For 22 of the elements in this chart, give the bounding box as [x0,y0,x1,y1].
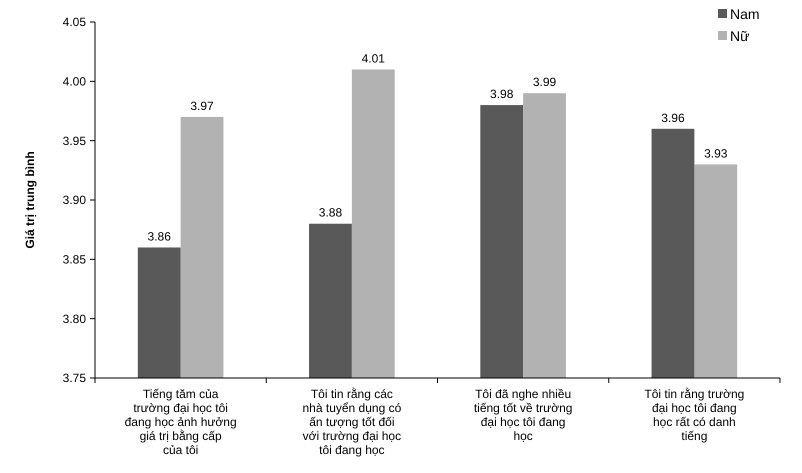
y-tick-label: 3.80 [62,312,86,326]
data-label: 3.88 [318,206,342,220]
data-label: 3.86 [148,229,172,244]
legend-label: Nữ [730,28,750,44]
x-tick-label: Tôi tin rằng các nhà tuyển dụng có ấn tượng tốt đối với trường đại học tôi đang học [302,387,402,457]
y-axis-title: Giá trị trung bình [23,151,37,249]
data-label: 4.01 [362,51,386,66]
data-label: 3.99 [532,75,557,90]
y-tick-label: 4.05 [62,15,86,30]
x-tick-label: Tiếng tăm của trường đại học tôi đang học ảnh hưởng giá trị bằng cấp của tôi [124,387,237,457]
y-tick-label: 3.75 [62,371,86,386]
x-tick-label: Tôi đã nghe nhiều tiếng tốt về trường đại học tôi đang học [474,387,572,443]
y-tick-label: 3.90 [62,193,86,208]
y-tick-label: 3.85 [62,252,86,267]
data-label: 3.97 [190,98,214,113]
x-tick-label: Tôi tin rằng trường đại học tôi đang học rất có danh tiếng [644,387,744,443]
data-label: 3.96 [661,110,685,125]
y-tick-label: 4.00 [62,74,86,89]
legend-label: Nam [730,6,760,22]
data-label: 3.98 [490,87,514,102]
data-label: 3.93 [704,146,728,160]
y-tick-label: 3.95 [62,134,86,148]
